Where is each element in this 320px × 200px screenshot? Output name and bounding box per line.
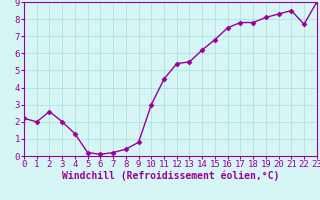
X-axis label: Windchill (Refroidissement éolien,°C): Windchill (Refroidissement éolien,°C) (62, 171, 279, 181)
